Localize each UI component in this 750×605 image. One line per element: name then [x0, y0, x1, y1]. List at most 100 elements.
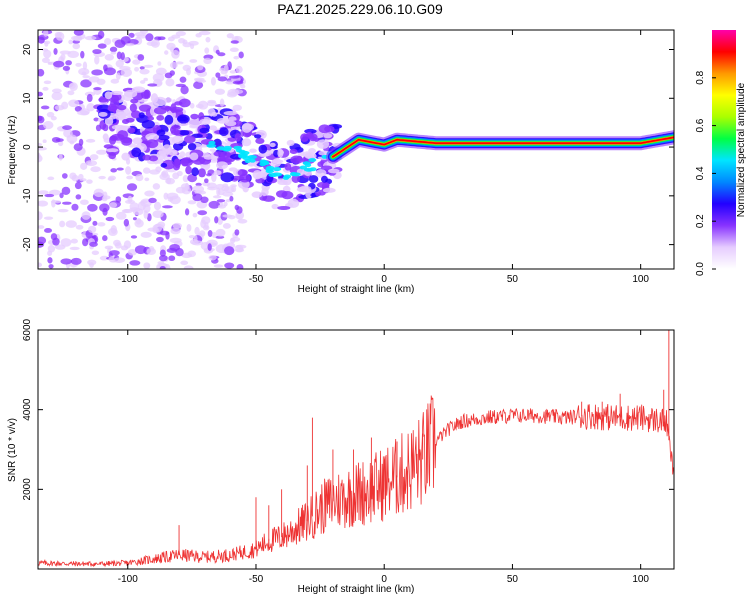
heatmap-noise-blob: [44, 227, 53, 233]
heatmap-noise-blob: [169, 195, 181, 205]
heatmap-band-blob: [308, 148, 316, 154]
heatmap-noise-blob: [150, 39, 160, 48]
heatmap-noise-blob: [208, 200, 220, 209]
heatmap-noise-blob: [104, 245, 114, 250]
heatmap-peak-blob: [304, 163, 312, 168]
heatmap-noise-blob: [129, 202, 139, 211]
spectrogram-x-tick-label: 100: [632, 274, 649, 285]
heatmap-noise-blob: [197, 210, 208, 216]
heatmap-band-blob: [147, 116, 155, 121]
heatmap-band-blob: [169, 106, 184, 113]
heatmap-noise-blob: [97, 43, 107, 49]
heatmap-band-blob: [108, 152, 117, 160]
heatmap-band-blob: [223, 110, 238, 116]
heatmap-noise-blob: [175, 83, 186, 88]
heatmap-noise-blob: [132, 217, 137, 221]
heatmap-noise-blob: [234, 204, 240, 211]
heatmap-band-blob: [148, 155, 159, 162]
heatmap-noise-blob: [171, 49, 180, 59]
heatmap-noise-blob: [57, 208, 69, 213]
heatmap-noise-blob: [99, 203, 110, 213]
heatmap-noise-blob: [38, 211, 43, 221]
heatmap-noise-blob: [73, 143, 83, 152]
heatmap-noise-blob: [110, 78, 120, 84]
heatmap-noise-blob: [60, 258, 72, 265]
heatmap-noise-blob: [114, 39, 126, 48]
heatmap-noise-blob: [207, 230, 213, 238]
heatmap-noise-blob: [144, 190, 155, 197]
heatmap-noise-blob: [85, 138, 96, 143]
heatmap-noise-blob: [163, 192, 169, 200]
heatmap-band-blob: [162, 144, 173, 155]
heatmap-band-blob: [109, 135, 117, 145]
heatmap-band-blob: [249, 148, 257, 153]
heatmap-band-blob: [106, 148, 119, 153]
spectrogram-frame: [37, 29, 675, 270]
heatmap-noise-blob: [69, 246, 80, 251]
heatmap-band-blob: [120, 137, 133, 144]
heatmap-noise-blob: [143, 204, 151, 213]
heatmap-noise-blob: [43, 216, 54, 220]
heatmap-noise-blob: [54, 104, 65, 111]
heatmap-noise-blob: [123, 218, 130, 227]
heatmap-noise-blob: [38, 154, 43, 163]
heatmap-band-blob: [185, 165, 192, 175]
heatmap-noise-blob: [144, 177, 150, 182]
heatmap-noise-blob: [43, 49, 52, 59]
heatmap-noise-blob: [125, 43, 135, 47]
heatmap-noise-blob: [229, 195, 234, 202]
heatmap-noise-blob: [166, 42, 176, 51]
heatmap-noise-blob: [238, 51, 244, 59]
heatmap-noise-blob: [99, 255, 109, 261]
heatmap-band-blob: [191, 167, 199, 177]
heatmap-band-blob: [138, 104, 152, 112]
heatmap-noise-blob: [235, 65, 243, 74]
heatmap-noise-blob: [120, 68, 132, 77]
heatmap-peak-blob: [308, 158, 317, 163]
heatmap-noise-blob: [38, 236, 47, 245]
snr-x-label: Height of straight line (km): [298, 584, 415, 595]
heatmap-noise-blob: [206, 173, 212, 177]
heatmap-noise-blob: [84, 35, 97, 41]
heatmap-noise-blob: [81, 211, 91, 220]
heatmap-noise-blob: [91, 69, 103, 76]
heatmap-noise-blob: [207, 243, 212, 251]
heatmap-noise-blob: [80, 50, 85, 59]
heatmap-noise-blob: [156, 236, 164, 243]
heatmap-noise-blob: [119, 65, 131, 71]
heatmap-noise-blob: [55, 31, 65, 41]
heatmap-noise-blob: [215, 228, 226, 237]
heatmap-noise-blob: [109, 46, 118, 53]
figure-title: PAZ1.2025.229.06.10.G09: [277, 1, 443, 17]
heatmap-noise-blob: [46, 111, 55, 118]
snr-line-series: [38, 330, 674, 568]
heatmap-peak-blob: [309, 167, 317, 172]
heatmap-noise-blob: [232, 80, 244, 85]
heatmap-noise-blob: [210, 76, 216, 86]
heatmap-band-blob: [234, 133, 242, 142]
heatmap-noise-blob: [113, 257, 126, 263]
heatmap-peak-blob: [265, 165, 275, 170]
heatmap-noise-blob: [142, 167, 151, 174]
heatmap-noise-blob: [92, 49, 102, 55]
heatmap-band-blob: [315, 191, 322, 197]
heatmap-noise-blob: [108, 250, 120, 256]
heatmap-noise-blob: [59, 50, 71, 55]
heatmap-noise-blob: [116, 167, 124, 171]
heatmap-noise-blob: [189, 102, 195, 109]
heatmap-noise-blob: [143, 262, 151, 269]
heatmap-band-blob: [145, 139, 159, 149]
heatmap-noise-blob: [47, 61, 53, 65]
heatmap-band-blob: [254, 134, 262, 139]
heatmap-noise-blob: [192, 185, 205, 193]
heatmap-band-blob: [98, 97, 109, 103]
heatmap-noise-blob: [147, 227, 158, 232]
heatmap-noise-blob: [68, 99, 80, 108]
heatmap-noise-blob: [212, 195, 222, 199]
heatmap-noise-blob: [73, 35, 83, 42]
heatmap-noise-blob: [152, 183, 161, 190]
heatmap-band-blob: [262, 195, 276, 202]
heatmap-noise-blob: [98, 175, 106, 180]
heatmap-noise-blob: [48, 264, 54, 269]
heatmap-band-blob: [207, 108, 216, 116]
